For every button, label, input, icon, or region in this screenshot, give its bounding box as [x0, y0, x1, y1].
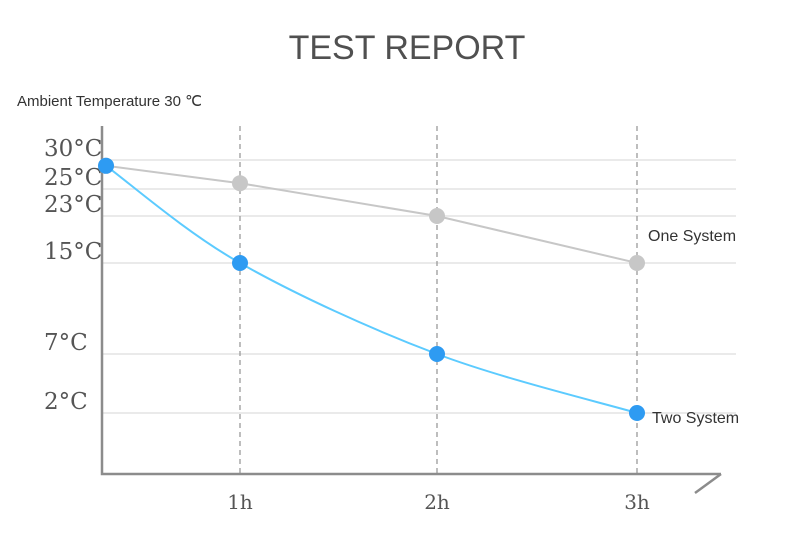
x-tick-label: 3h — [624, 490, 650, 514]
data-point — [98, 157, 114, 174]
y-tick-label: 15°C — [44, 239, 102, 265]
y-tick-label: 30°C — [44, 136, 102, 162]
series-label: Two System — [652, 410, 739, 427]
x-tick-label: 2h — [424, 490, 450, 514]
series-label: One System — [648, 228, 736, 245]
data-point — [429, 208, 445, 224]
series-line — [105, 164, 638, 414]
chart-title: TEST REPORT — [289, 29, 526, 67]
gridlines — [102, 126, 736, 474]
data-point — [629, 255, 645, 271]
y-tick-label: 25°C — [44, 165, 102, 191]
series — [98, 157, 645, 421]
series-line — [105, 164, 638, 264]
axes — [100, 126, 722, 495]
data-point — [232, 255, 248, 271]
y-tick-label: 2°C — [44, 389, 88, 415]
y-tick-label: 23°C — [44, 192, 102, 218]
chart-subtitle: Ambient Temperature 30 ℃ — [17, 93, 202, 110]
axis-line — [100, 126, 721, 476]
axis-arrow — [694, 472, 722, 495]
tick-labels: 30°C 25°C23°C 15°C 7°C 2°C 1h 2h 3h — [44, 136, 650, 514]
series-labels: One System Two System — [648, 228, 739, 427]
y-tick-label: 7°C — [44, 330, 88, 356]
data-point — [232, 175, 248, 192]
data-point — [629, 405, 645, 421]
x-tick-label: 1h — [227, 490, 253, 514]
data-point — [429, 346, 445, 362]
